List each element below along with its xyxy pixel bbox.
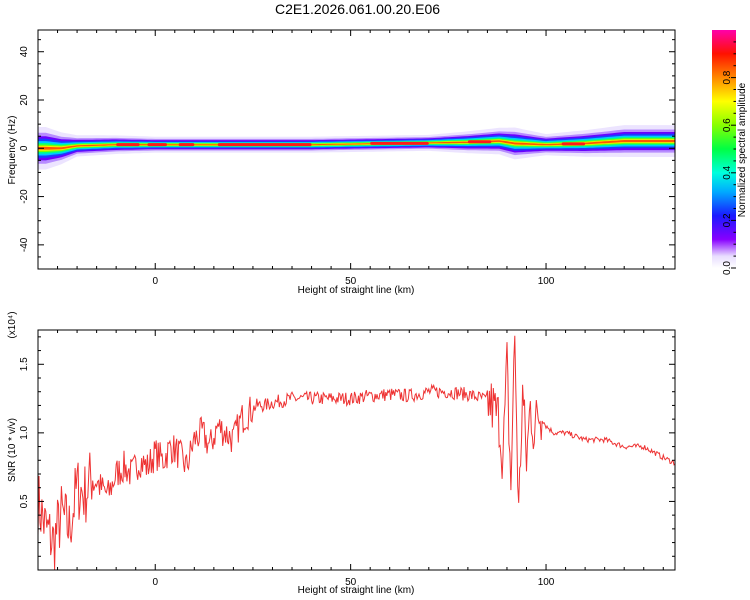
spectrogram-peak — [370, 141, 429, 145]
chart-title: C2E1.2026.061.00.20.E06 — [274, 1, 441, 17]
spectrogram-contour-level — [38, 138, 675, 152]
snr-x-axis-label: Height of straight line (km) — [298, 585, 415, 596]
spectrogram-y-axis-label: Frequency (Hz) — [7, 116, 18, 185]
spectrogram-panel: 0 50 100 40 20 0 -20 -40 Height of straight li… — [7, 29, 676, 296]
x-tick-label: 50 — [345, 577, 357, 588]
spectrogram-peak — [217, 143, 312, 147]
colorbar-tick-label: 0.0 — [722, 261, 733, 275]
snr-multiplier-label: (x10⁴) — [7, 311, 18, 338]
spectrogram-contour-level — [38, 139, 675, 151]
x-tick-label: 0 — [152, 577, 158, 588]
y-tick-label: 1.0 — [19, 425, 30, 439]
spectrogram-peak — [178, 143, 195, 147]
colorbar-label: Normalized spectral amplitude — [737, 82, 748, 217]
colorbar-gradient — [712, 30, 736, 268]
snr-panel: 0 50 100 1.5 1.0 0.5 Height of straight line… — [7, 311, 676, 596]
x-tick-label: 0 — [152, 276, 158, 287]
spectrogram-band — [38, 125, 675, 170]
spectrogram-peak — [561, 142, 586, 146]
y-tick-label: 20 — [19, 94, 30, 106]
x-tick-label: 100 — [538, 276, 555, 287]
colorbar: 0.0 0.2 0.4 0.6 0.8 Normalized spectral ampl… — [712, 30, 748, 275]
y-tick-label: 1.5 — [19, 357, 30, 371]
y-tick-label: 0.5 — [19, 494, 30, 508]
colorbar-tick-label: 0.2 — [722, 213, 733, 227]
colorbar-tick-label: 0.6 — [722, 118, 733, 132]
spectrogram-peak — [147, 143, 167, 147]
snr-frame — [37, 329, 676, 571]
colorbar-tick-label: 0.8 — [722, 70, 733, 84]
colorbar-tick-label: 0.4 — [722, 165, 733, 179]
y-tick-label: 40 — [19, 46, 30, 58]
x-tick-label: 50 — [345, 276, 357, 287]
snr-y-axis-label: SNR (10 * v/v) — [7, 418, 18, 482]
spectrogram-peak — [116, 143, 140, 147]
y-tick-label: -40 — [19, 237, 30, 252]
spectrogram-peak — [467, 140, 492, 144]
spectrogram-frame — [37, 29, 676, 270]
spectrogram-x-axis-label: Height of straight line (km) — [298, 285, 415, 296]
y-tick-label: -20 — [19, 189, 30, 204]
x-tick-label: 100 — [538, 577, 555, 588]
y-tick-label: 0 — [19, 145, 30, 151]
snr-series-line — [38, 335, 675, 570]
